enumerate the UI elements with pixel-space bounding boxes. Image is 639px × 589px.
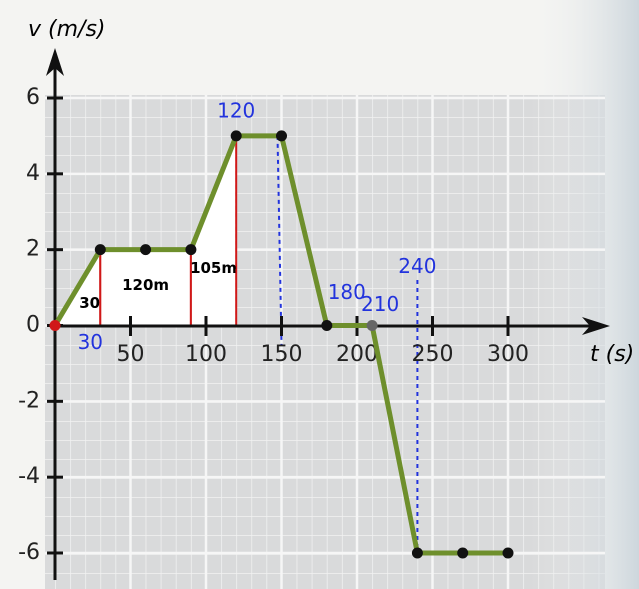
x-tick-label: 150 xyxy=(261,342,303,367)
data-point xyxy=(230,130,242,142)
guide-line xyxy=(276,135,283,345)
data-point xyxy=(366,320,378,331)
area-label: 105m xyxy=(190,259,237,277)
data-point xyxy=(321,320,333,331)
area-label: 120m xyxy=(122,276,169,294)
data-point xyxy=(457,547,469,559)
plot xyxy=(49,130,514,559)
y-tick-label: 4 xyxy=(26,161,40,186)
y-tick-label: -4 xyxy=(18,464,40,489)
page-shadow xyxy=(530,0,639,589)
data-point xyxy=(140,244,152,256)
annotation: 30 xyxy=(78,330,103,354)
x-tick-label: 250 xyxy=(412,342,454,367)
annotation: 240 xyxy=(398,254,436,278)
y-tick-label: -2 xyxy=(18,388,40,413)
data-point xyxy=(94,244,106,256)
y-axis-label: v (m/s) xyxy=(28,17,105,42)
data-point xyxy=(276,130,287,142)
x-tick-label: 100 xyxy=(185,342,227,367)
y-tick-label: 6 xyxy=(26,85,40,110)
y-tick-label: -6 xyxy=(18,540,40,565)
x-axis-label: t (s) xyxy=(590,342,634,367)
x-tick-label: 300 xyxy=(487,342,529,367)
annotation: 180 xyxy=(328,280,366,304)
annotation: 120 xyxy=(217,98,255,122)
data-point xyxy=(49,320,61,331)
grid xyxy=(45,95,605,589)
grid-background xyxy=(45,95,605,589)
x-tick-label: 200 xyxy=(336,342,378,367)
x-tick-label: 50 xyxy=(117,342,145,367)
y-tick-label: 2 xyxy=(26,237,40,262)
data-point xyxy=(502,547,514,559)
x-axis-arrow xyxy=(582,317,610,335)
annotation: 210 xyxy=(361,292,399,316)
y-axis-arrow xyxy=(46,48,64,76)
area-label: 30 xyxy=(79,294,100,312)
data-point xyxy=(185,244,197,256)
y-tick-label: 0 xyxy=(26,313,40,338)
data-point xyxy=(411,547,423,559)
